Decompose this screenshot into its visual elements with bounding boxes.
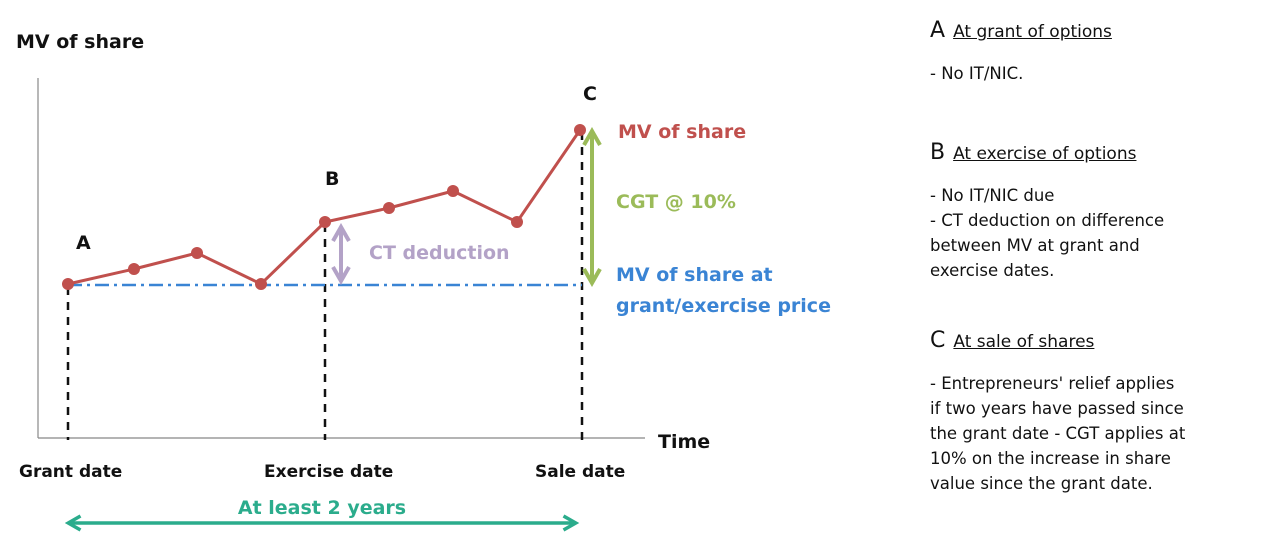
share-point xyxy=(383,202,395,214)
note-b-title: At exercise of options xyxy=(953,144,1137,164)
share-point xyxy=(62,278,74,290)
share-point xyxy=(511,216,523,228)
note-c-body: - Entrepreneurs' relief applies if two y… xyxy=(930,371,1260,496)
note-c: C At sale of shares - Entrepreneurs' rel… xyxy=(930,328,1260,496)
note-line: if two years have passed since xyxy=(930,399,1184,418)
share-value-points xyxy=(62,124,586,290)
point-label-b: B xyxy=(325,168,339,190)
share-point xyxy=(255,278,267,290)
x-label-grant-date: Grant date xyxy=(19,462,122,482)
note-a: A At grant of options - No IT/NIC. xyxy=(930,18,1260,86)
x-label-exercise-date: Exercise date xyxy=(264,462,393,482)
cgt-label: CGT @ 10% xyxy=(616,191,736,213)
ct-deduction-label: CT deduction xyxy=(369,242,510,264)
note-a-letter: A xyxy=(930,18,946,43)
note-b-body: - No IT/NIC due - CT deduction on differ… xyxy=(930,183,1260,283)
share-options-diagram: MV of share Time A B C CT deduction CGT … xyxy=(16,31,831,532)
note-line: - CT deduction on difference xyxy=(930,211,1165,230)
mv-grant-label-line1: MV of share at xyxy=(616,264,773,286)
note-line: - Entrepreneurs' relief applies xyxy=(930,374,1175,393)
x-axis-title: Time xyxy=(658,431,710,453)
note-c-title: At sale of shares xyxy=(953,332,1095,352)
note-line: between MV at grant and xyxy=(930,236,1140,255)
note-a-title: At grant of options xyxy=(953,22,1112,42)
share-point xyxy=(128,263,140,275)
note-line: - No IT/NIC. xyxy=(930,64,1024,83)
note-c-letter: C xyxy=(930,328,946,353)
point-label-c: C xyxy=(583,83,597,105)
note-line: value since the grant date. xyxy=(930,474,1153,493)
share-point xyxy=(191,247,203,259)
share-point xyxy=(447,185,459,197)
share-point xyxy=(574,124,586,136)
mv-share-label: MV of share xyxy=(618,121,746,143)
share-point xyxy=(319,216,331,228)
duration-label: At least 2 years xyxy=(238,497,406,519)
point-label-a: A xyxy=(76,232,91,254)
x-label-sale-date: Sale date xyxy=(535,462,625,482)
note-b-letter: B xyxy=(930,140,946,165)
mv-grant-label-line2: grant/exercise price xyxy=(616,295,831,317)
note-line: 10% on the increase in share xyxy=(930,449,1171,468)
note-b: B At exercise of options - No IT/NIC due… xyxy=(930,140,1260,283)
y-axis-title: MV of share xyxy=(16,31,144,53)
note-line: the grant date - CGT applies at xyxy=(930,424,1186,443)
note-a-body: - No IT/NIC. xyxy=(930,61,1260,86)
note-line: - No IT/NIC due xyxy=(930,186,1055,205)
note-line: exercise dates. xyxy=(930,261,1055,280)
